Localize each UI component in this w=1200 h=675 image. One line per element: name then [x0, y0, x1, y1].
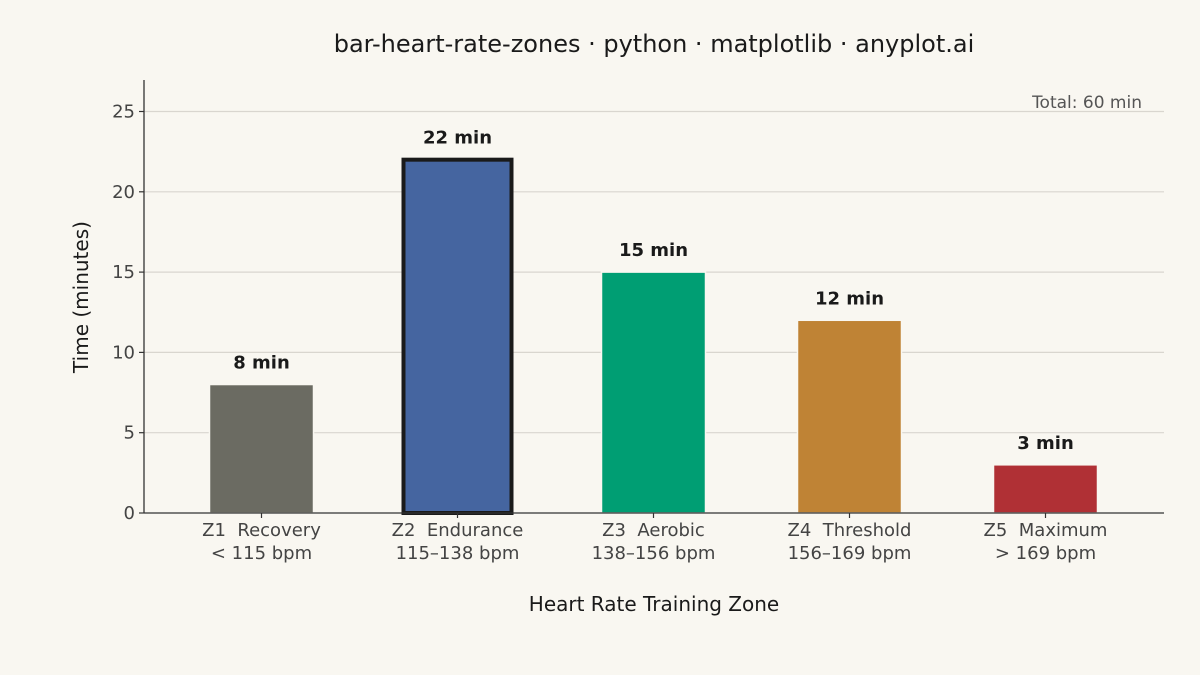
- x-tick-label-zone: Z5 Maximum: [984, 520, 1108, 541]
- bar-zone-5: [992, 464, 1099, 514]
- bar-zone-4: [796, 319, 903, 514]
- y-tick-label: 20: [112, 182, 135, 203]
- data-labels: 8 min 22 min 15 min 12 min 3 min: [233, 128, 1074, 454]
- chart-title: bar-heart-rate-zones · python · matplotl…: [334, 30, 975, 58]
- x-tick-label-zone: Z4 Threshold: [788, 520, 912, 541]
- data-label-zone-1: 8 min: [233, 353, 290, 374]
- y-tick-label: 0: [124, 503, 135, 524]
- x-tick-label-range: 138–156 bpm: [592, 543, 716, 564]
- bar-zone-2: [401, 157, 514, 515]
- y-tick-label: 25: [112, 102, 135, 123]
- bars: [208, 157, 1099, 515]
- y-axis-label: Time (minutes): [69, 221, 93, 374]
- x-axis-label: Heart Rate Training Zone: [529, 592, 779, 616]
- y-tick-label: 15: [112, 262, 135, 283]
- data-label-zone-2: 22 min: [423, 128, 492, 149]
- bar-zone-3: [600, 271, 707, 514]
- x-ticks: Z1 Recovery< 115 bpm Z2 Endurance115–138 …: [202, 513, 1107, 564]
- data-label-zone-4: 12 min: [815, 288, 884, 309]
- y-ticks: 0 5 10 15 20 25: [112, 102, 144, 524]
- x-tick-label-zone: Z2 Endurance: [392, 520, 524, 541]
- x-tick-label-range: 156–169 bpm: [788, 543, 912, 564]
- x-tick-label-range: < 115 bpm: [211, 543, 312, 564]
- x-tick-label-zone: Z1 Recovery: [202, 520, 321, 541]
- total-annotation: Total: 60 min: [1031, 93, 1142, 113]
- x-tick-label-range: 115–138 bpm: [396, 543, 520, 564]
- data-label-zone-3: 15 min: [619, 240, 688, 261]
- x-tick-label-range: > 169 bpm: [995, 543, 1096, 564]
- data-label-zone-5: 3 min: [1017, 433, 1074, 454]
- y-tick-label: 5: [124, 423, 135, 444]
- x-tick-label-zone: Z3 Aerobic: [602, 520, 705, 541]
- bar-zone-1: [208, 383, 315, 514]
- y-tick-label: 10: [112, 342, 135, 363]
